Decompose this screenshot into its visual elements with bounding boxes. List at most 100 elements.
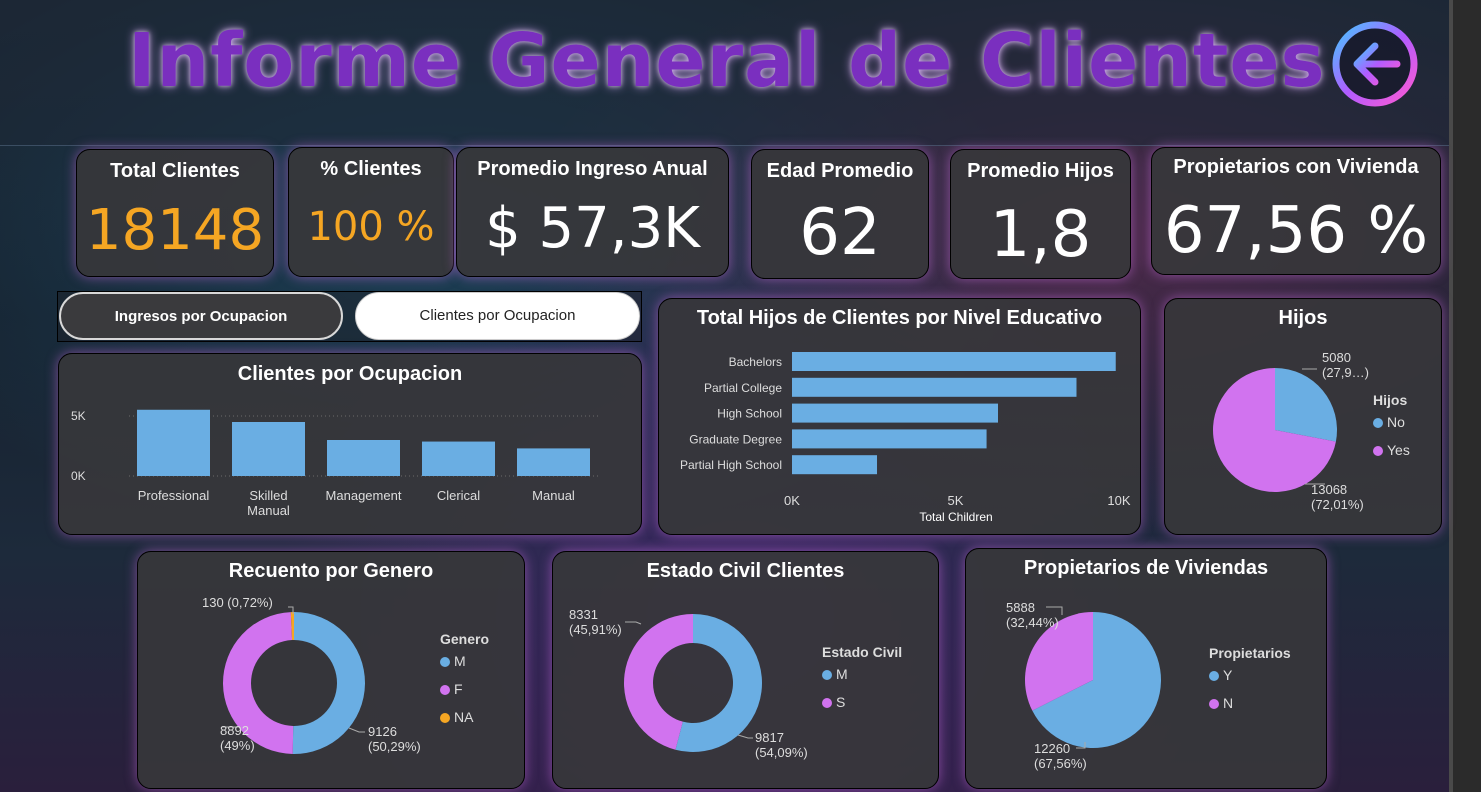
bar — [137, 409, 210, 476]
pie-slice — [675, 614, 762, 752]
genero-donut-chart: 9126(50,29%) 8892(49%) 130 (0,72%) Genero MF… — [202, 595, 489, 754]
data-label: 9126 — [368, 724, 397, 739]
clientes-por-ocupacion-button[interactable]: Clientes por Ocupacion — [355, 292, 640, 340]
leader-line — [1076, 742, 1086, 749]
header-band — [0, 0, 1453, 146]
legend-title: Estado Civil — [822, 644, 902, 660]
pie-slice — [290, 612, 294, 641]
kpi-value: 1,8 — [989, 198, 1092, 272]
kpi-value: 100 % — [307, 204, 435, 250]
legend-label: Y — [1223, 667, 1233, 683]
data-label: 13068 — [1311, 482, 1347, 497]
legend-label: Yes — [1387, 442, 1410, 458]
chart-title: Hijos — [1278, 307, 1328, 329]
y-tick-label: Bachelors — [729, 355, 782, 369]
legend-label: NA — [454, 709, 474, 725]
y-tick-label: 0K — [71, 469, 86, 483]
pie-slice — [1275, 368, 1337, 442]
legend-label: N — [1223, 695, 1233, 711]
kpi-promedio-hijos: Promedio Hijos 1,8 — [950, 149, 1131, 279]
y-tick-label: Partial College — [704, 381, 782, 395]
x-tick-label: 10K — [1107, 493, 1130, 508]
pie-slice — [223, 612, 294, 754]
data-label-pct: (27,9…) — [1322, 365, 1369, 380]
window-border — [1449, 0, 1453, 792]
bar — [792, 377, 1077, 397]
legend-title: Hijos — [1373, 392, 1407, 408]
data-label: 12260 — [1034, 741, 1070, 756]
leader-line — [625, 621, 642, 625]
x-tick-label: 5K — [948, 493, 964, 508]
hijos-chart-card: Hijos 5080 (27,9…) 13068 (72,01%) Hijos No Yes — [1164, 298, 1442, 535]
estado-civil-donut-chart: 9817(54,09%) 8331(45,91%) Estado Civil MS — [569, 607, 902, 760]
data-label-pct: (32,44%) — [1006, 615, 1059, 630]
data-label-pct: (67,56%) — [1034, 756, 1087, 771]
bar — [792, 403, 999, 423]
hijos-pie-chart: 5080(27,9…) 13068(72,01%) Hijos No Yes — [1213, 350, 1410, 512]
kpi-edad-promedio: Edad Promedio 62 — [751, 149, 929, 279]
page-title: Informe General de Clientes — [128, 18, 1326, 104]
data-label-pct: (45,91%) — [569, 622, 622, 637]
data-label: 130 (0,72%) — [202, 595, 273, 610]
kpi-propietarios: Propietarios con Vivienda 67,56 % — [1151, 147, 1441, 275]
y-tick-label: High School — [717, 407, 782, 421]
arrow-left-icon — [1353, 42, 1401, 86]
chart-title: Clientes por Ocupacion — [237, 363, 463, 385]
data-label-pct: (72,01%) — [1311, 497, 1364, 512]
legend-marker — [440, 657, 450, 667]
kpi-label: Promedio Hijos — [967, 160, 1114, 182]
legend-marker — [822, 698, 832, 708]
pie-slice — [1213, 368, 1336, 492]
legend-title: Propietarios — [1209, 645, 1291, 661]
legend-marker — [440, 685, 450, 695]
educacion-bar-chart: Bachelors Partial College High School Gradu… — [680, 352, 1131, 524]
data-label-pct: (50,29%) — [368, 739, 421, 754]
y-tick-label: 5K — [71, 409, 86, 423]
leader-line — [288, 606, 294, 614]
data-label-pct: (49%) — [220, 738, 255, 753]
genero-chart-card: Recuento por Genero 9126 (50,29%) 8892 (49%… — [137, 551, 525, 789]
kpi-label: Promedio Ingreso Anual — [477, 158, 708, 180]
x-tick-label: Clerical — [437, 488, 480, 503]
window-scrollbar-track — [1453, 0, 1481, 792]
leader-line — [348, 727, 365, 733]
kpi-value: 18148 — [85, 198, 265, 263]
bar — [517, 448, 590, 476]
kpi-value: 62 — [799, 196, 881, 270]
kpi-value: $ 57,3K — [485, 196, 700, 261]
pie-slice — [1025, 612, 1093, 711]
data-label: 8892 — [220, 723, 249, 738]
legend-marker — [1209, 671, 1219, 681]
legend-label: F — [454, 681, 463, 697]
bar — [422, 441, 495, 476]
data-label: 9817 — [755, 730, 784, 745]
ingresos-por-ocupacion-button[interactable]: Ingresos por Ocupacion — [59, 292, 343, 340]
viviendas-chart-card: Propietarios de Viviendas 12260 (67,56%) 5… — [965, 548, 1327, 789]
kpi-label: Edad Promedio — [766, 160, 914, 182]
back-button[interactable] — [1331, 20, 1419, 108]
legend-marker — [440, 713, 450, 723]
x-axis-title: Total Children — [919, 510, 992, 524]
kpi-total-clientes: Total Clientes 18148 — [76, 149, 274, 277]
bar — [232, 422, 305, 476]
legend-label: S — [836, 694, 845, 710]
x-tick-label: 0K — [784, 493, 800, 508]
pie-slice — [624, 614, 693, 750]
legend-label: No — [1387, 414, 1405, 430]
legend-marker — [1373, 446, 1383, 456]
x-tick-label: Manual — [247, 503, 290, 518]
chart-title: Total Hijos de Clientes por Nivel Educat… — [696, 307, 1103, 329]
legend-label: M — [836, 666, 848, 682]
y-tick-label: Partial High School — [680, 458, 782, 472]
chart-title: Recuento por Genero — [228, 560, 434, 582]
leader-line — [737, 734, 753, 739]
bar — [327, 440, 400, 476]
educacion-chart-card: Total Hijos de Clientes por Nivel Educat… — [658, 298, 1141, 535]
legend-marker — [1373, 418, 1383, 428]
kpi-promedio-ingreso: Promedio Ingreso Anual $ 57,3K — [456, 147, 729, 277]
kpi-pct-clientes: % Clientes 100 % — [288, 147, 454, 277]
data-label: 5888 — [1006, 600, 1035, 615]
estado-civil-chart-card: Estado Civil Clientes 9817 (54,09%) 8331 (4… — [552, 551, 939, 789]
x-tick-label: Skilled — [249, 488, 287, 503]
